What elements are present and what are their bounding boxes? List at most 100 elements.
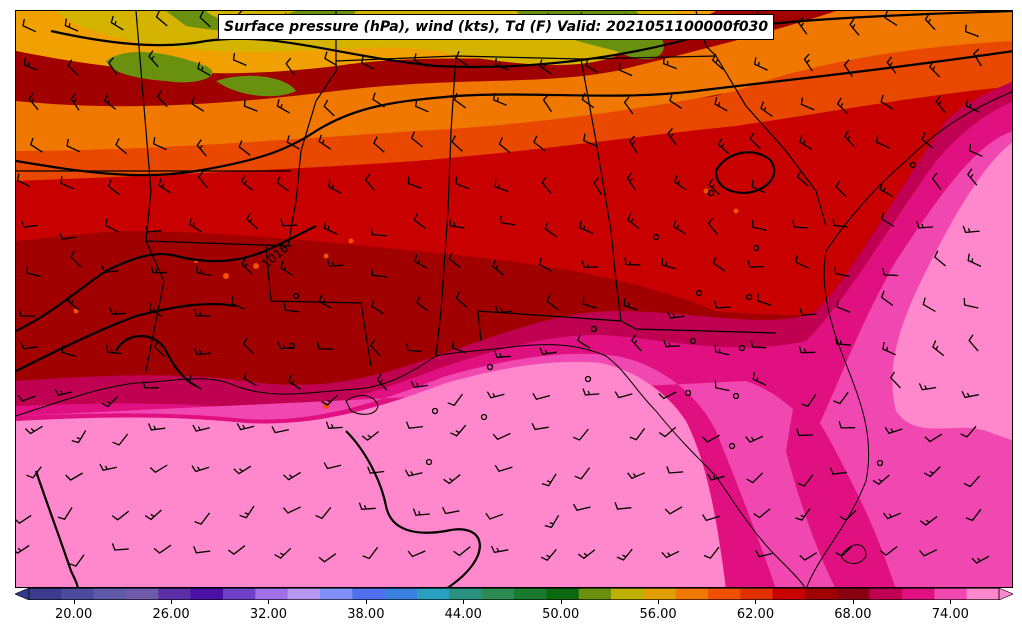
wind-barb xyxy=(836,97,849,115)
wind-barb xyxy=(881,212,895,227)
wind-barb xyxy=(750,339,767,349)
colorbar-tick-mark xyxy=(658,600,660,604)
fill-light-pink xyxy=(16,361,726,587)
wind-barb xyxy=(274,547,292,559)
wind-barb xyxy=(663,339,681,348)
colorbar-tick-label: 50.00 xyxy=(542,607,580,622)
wind-barb xyxy=(69,554,85,567)
wind-barb xyxy=(538,257,552,272)
wind-barb xyxy=(107,179,120,196)
wind-barb xyxy=(376,373,388,391)
wind-barb xyxy=(282,506,301,514)
wind-barb xyxy=(316,341,334,350)
wind-barb xyxy=(455,51,469,67)
wind-barb xyxy=(800,97,815,111)
wind-barb xyxy=(880,546,898,556)
colorbar-tick-mark xyxy=(365,600,367,604)
colorbar-segment xyxy=(902,588,935,600)
wind-barb xyxy=(799,308,817,316)
wind-barb xyxy=(65,472,84,481)
wind-barb xyxy=(318,294,333,310)
wind-barb xyxy=(574,467,591,480)
wind-barb xyxy=(155,11,168,27)
wind-barb xyxy=(197,61,211,76)
calm-stations xyxy=(288,161,917,467)
wind-barb xyxy=(236,423,255,431)
colorbar-tick-mark xyxy=(73,600,75,604)
wind-barb xyxy=(544,221,557,238)
wind-barb xyxy=(111,543,129,551)
wind-barb xyxy=(239,505,255,519)
wind-barb xyxy=(112,433,129,446)
wind-barb xyxy=(110,15,124,31)
colorbar-segment xyxy=(352,588,386,600)
wind-barb xyxy=(582,388,600,396)
wind-barb xyxy=(494,305,512,314)
colorbar-segment xyxy=(158,588,192,600)
wind-barb xyxy=(442,506,460,515)
wind-barb xyxy=(928,60,941,78)
wind-barb xyxy=(921,132,934,149)
wind-barb xyxy=(918,383,937,391)
colorbar-tick-label: 74.00 xyxy=(931,607,969,622)
wind-barb xyxy=(104,94,117,110)
wind-barb xyxy=(658,426,677,438)
wind-barb xyxy=(630,334,642,352)
wind-barb xyxy=(627,213,640,230)
wind-barb xyxy=(485,512,504,520)
wind-barb xyxy=(373,136,385,153)
colorbar-segment xyxy=(255,588,289,600)
wind-barb xyxy=(614,391,633,399)
colorbar-tick-mark xyxy=(463,600,465,604)
wind-barb xyxy=(924,433,943,443)
wind-barb xyxy=(443,474,461,485)
wind-barb xyxy=(106,345,122,355)
colorbar-segment xyxy=(772,588,806,600)
wind-barb xyxy=(405,421,424,429)
wind-barb xyxy=(747,260,765,268)
wind-barb xyxy=(542,94,552,112)
colorbar-tick-mark xyxy=(755,600,757,604)
wind-barb xyxy=(582,296,597,309)
wind-barb xyxy=(101,396,119,408)
wind-barb xyxy=(450,424,467,437)
wind-barb xyxy=(880,290,894,307)
wind-barb xyxy=(968,334,979,352)
wind-barb xyxy=(494,464,513,472)
wind-barb xyxy=(629,428,646,441)
wind-barb xyxy=(70,250,82,268)
wind-barb xyxy=(792,219,809,229)
colorbar-segment xyxy=(643,588,677,600)
colorbar-segment xyxy=(805,588,838,600)
wind-barb xyxy=(539,347,557,355)
wind-barb xyxy=(753,508,771,519)
colorbar-tick-label: 56.00 xyxy=(639,607,677,622)
wind-barb xyxy=(879,182,893,197)
wind-barb xyxy=(64,18,79,32)
wind-barb xyxy=(277,341,295,350)
wind-barb xyxy=(531,422,549,431)
wind-barb xyxy=(577,333,591,349)
wind-barb xyxy=(500,215,516,226)
wind-barb xyxy=(839,509,857,521)
wind-barb xyxy=(144,509,162,521)
colorbar-segment xyxy=(320,588,353,600)
wind-barbs xyxy=(16,11,990,567)
wind-barb xyxy=(667,127,677,146)
wind-barb xyxy=(191,465,210,473)
wind-barb xyxy=(148,302,163,317)
wind-barb xyxy=(406,343,422,353)
wind-barb xyxy=(916,221,934,229)
wind-barb xyxy=(935,95,946,113)
wind-barb xyxy=(546,294,559,311)
wind-barb xyxy=(544,514,560,529)
wind-barb xyxy=(20,342,38,350)
wind-barb xyxy=(714,344,730,356)
wind-barb xyxy=(115,138,128,155)
wind-barb xyxy=(532,392,551,400)
wind-barb xyxy=(238,140,251,156)
wind-barb xyxy=(453,92,467,109)
colorbar-segment xyxy=(481,588,515,600)
wind-barb xyxy=(447,393,464,407)
colorbar-tick-mark xyxy=(560,600,562,604)
